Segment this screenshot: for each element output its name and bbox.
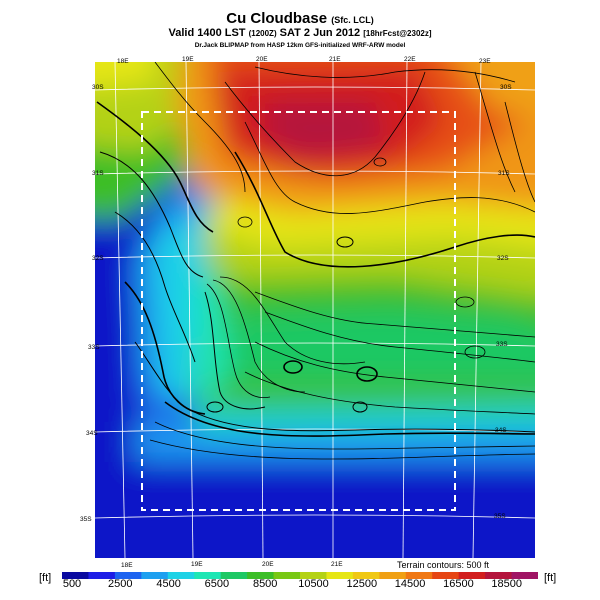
lat-label-right: 35S bbox=[494, 513, 506, 520]
colorbar-swatch bbox=[273, 572, 301, 579]
lon-label-bottom: 19E bbox=[191, 561, 203, 568]
graticule bbox=[95, 62, 535, 558]
colorbar-swatch bbox=[511, 572, 538, 579]
colorbar-swatch bbox=[247, 572, 275, 579]
colorbar-swatch bbox=[432, 572, 460, 579]
colorbar-swatch bbox=[326, 572, 354, 579]
colorbar-label: 4500 bbox=[156, 578, 181, 590]
valid-time-date: SAT 2 Jun 2012 bbox=[279, 27, 361, 39]
inner-domain-box bbox=[141, 111, 456, 511]
colorbar-unit-left: [ft] bbox=[39, 572, 52, 584]
colorbar-unit-right: [ft] bbox=[544, 572, 557, 584]
colorbar-swatch bbox=[485, 572, 513, 579]
colorbar-label: 16500 bbox=[443, 578, 474, 590]
lat-label-right: 32S bbox=[497, 255, 509, 262]
colorbar-swatch bbox=[62, 572, 89, 579]
colorbar-swatch bbox=[458, 572, 486, 579]
colorbar-swatch bbox=[405, 572, 433, 579]
lat-label-left: 33S bbox=[88, 344, 100, 351]
map-title-sub: (Sfc. LCL) bbox=[331, 15, 374, 25]
lon-label-top: 20E bbox=[256, 56, 268, 63]
colorbar-label: 500 bbox=[62, 578, 82, 590]
valid-time-main: Valid 1400 LST bbox=[168, 27, 246, 39]
lat-label-left: 30S bbox=[92, 84, 104, 91]
lon-label-top: 23E bbox=[479, 58, 491, 65]
lon-label-bottom: 18E bbox=[121, 562, 133, 569]
lat-label-right: 31S bbox=[498, 170, 510, 177]
lat-label-left: 32S bbox=[92, 255, 104, 262]
map-title-main: Cu Cloudbase bbox=[226, 10, 328, 27]
colorbar-swatch bbox=[194, 572, 222, 579]
lon-label-bottom: 21E bbox=[331, 561, 343, 568]
colorbar-swatch bbox=[167, 572, 195, 579]
colorbar-swatch bbox=[141, 572, 169, 579]
colorbar-label: 14500 bbox=[394, 578, 426, 590]
lat-label-left: 31S bbox=[92, 170, 104, 177]
valid-time-forecast: [18hrFcst@2302z] bbox=[363, 29, 432, 38]
colorbar-label: 6500 bbox=[204, 578, 230, 590]
colorbar-swatch bbox=[114, 572, 142, 579]
terrain-contours bbox=[96, 62, 535, 460]
colorbar-label: 2500 bbox=[108, 578, 133, 590]
lon-label-top: 18E bbox=[117, 58, 129, 65]
valid-time: Valid 1400 LST (1200Z) SAT 2 Jun 2012 [1… bbox=[0, 27, 600, 39]
colorbar-swatch bbox=[379, 572, 407, 579]
cloudbase-field bbox=[95, 62, 535, 558]
colorbar-label: 18500 bbox=[491, 578, 522, 590]
lon-label-top: 19E bbox=[182, 56, 194, 63]
colorbar-swatch bbox=[300, 572, 327, 579]
colorbar-swatch bbox=[220, 572, 248, 579]
colorbar-swatch bbox=[352, 572, 380, 579]
colorbar-label: 10500 bbox=[298, 578, 329, 590]
lat-label-left: 34S bbox=[86, 430, 98, 437]
cloudbase-map bbox=[95, 62, 535, 558]
lat-label-right: 34S bbox=[495, 427, 507, 434]
lat-label-right: 33S bbox=[496, 341, 508, 348]
valid-time-utc: (1200Z) bbox=[248, 29, 277, 38]
lat-label-right: 30S bbox=[500, 84, 512, 91]
lat-label-left: 35S bbox=[80, 516, 92, 523]
colorbar-label: 12500 bbox=[346, 578, 378, 590]
lon-label-bottom: 20E bbox=[262, 561, 274, 568]
lon-label-top: 22E bbox=[404, 56, 416, 63]
lon-label-top: 21E bbox=[329, 56, 341, 63]
model-source: Dr.Jack BLIPMAP from HASP 12km GFS-initi… bbox=[194, 42, 406, 49]
colorbar-label: 8500 bbox=[252, 578, 278, 590]
map-title: Cu Cloudbase (Sfc. LCL) bbox=[0, 10, 600, 27]
colorbar bbox=[62, 572, 538, 579]
terrain-contour-note: Terrain contours: 500 ft bbox=[397, 560, 490, 570]
colorbar-swatch bbox=[88, 572, 116, 579]
